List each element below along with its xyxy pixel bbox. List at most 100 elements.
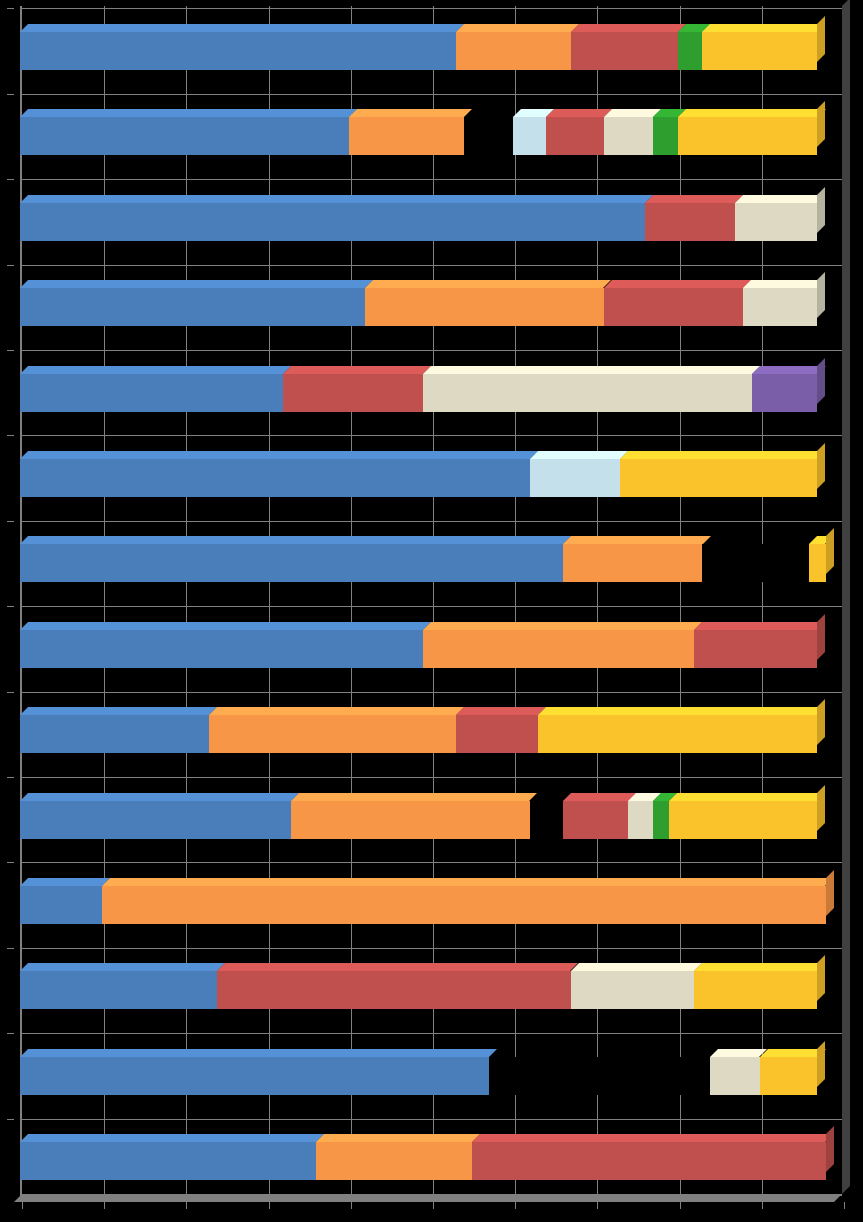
bar-segment-top — [349, 109, 472, 117]
gridline-vertical — [351, 6, 352, 1194]
bar-segment-top — [563, 793, 637, 801]
bar-segment — [423, 374, 752, 412]
bar-segment — [102, 886, 825, 924]
y-tick — [7, 521, 14, 522]
bar-segment-top — [456, 707, 546, 715]
bar-segment-top — [620, 451, 825, 459]
bar-segment — [464, 117, 513, 155]
gridline-vertical — [515, 6, 516, 1194]
bar-segment — [710, 1057, 759, 1095]
bar-segment-top — [20, 707, 217, 715]
bar-segment-top — [283, 366, 431, 374]
bar-row — [20, 886, 842, 924]
bar-segment — [513, 117, 546, 155]
bar-segment-top — [694, 622, 825, 630]
bar-end-cap — [817, 955, 825, 1001]
bar-segment — [20, 32, 456, 70]
bar-segment-top — [20, 1134, 324, 1142]
bar-segment — [694, 630, 817, 668]
bar-segment — [283, 374, 423, 412]
bar-row — [20, 630, 842, 668]
bar-segment — [604, 288, 744, 326]
gridline-horizontal — [22, 521, 842, 522]
bar-end-cap — [826, 870, 834, 916]
bar-segment-top — [20, 622, 431, 630]
gridline-vertical — [433, 6, 434, 1194]
bar-segment — [571, 32, 678, 70]
bar-segment-top — [20, 963, 225, 971]
bar-end-cap — [817, 101, 825, 147]
bar-end-cap — [817, 699, 825, 745]
x-tick — [351, 1202, 352, 1209]
bar-segment-top — [423, 366, 760, 374]
gridline-horizontal — [22, 179, 842, 180]
x-tick — [433, 1202, 434, 1209]
bar-segment — [20, 715, 209, 753]
bar-segment — [20, 374, 283, 412]
y-tick — [7, 777, 14, 778]
gridline-horizontal — [22, 777, 842, 778]
bar-segment — [20, 117, 349, 155]
x-tick — [104, 1202, 105, 1209]
gridline-horizontal — [22, 94, 842, 95]
bar-segment — [735, 203, 817, 241]
gridline-horizontal — [22, 692, 842, 693]
bar-segment — [546, 117, 604, 155]
bar-segment-top — [456, 24, 579, 32]
bar-end-cap — [817, 187, 825, 233]
bar-segment-top — [20, 366, 291, 374]
bar-row — [20, 544, 842, 582]
bar-segment — [752, 374, 818, 412]
bar-segment-top — [20, 280, 373, 288]
chart-grid — [20, 6, 842, 1196]
y-tick — [7, 179, 14, 180]
y-tick — [7, 265, 14, 266]
bar-segment — [530, 459, 620, 497]
bar-segment — [653, 117, 678, 155]
bar-segment-top — [423, 622, 702, 630]
bar-segment-top — [546, 109, 612, 117]
bar-segment-top — [694, 963, 825, 971]
x-tick — [515, 1202, 516, 1209]
y-tick — [7, 435, 14, 436]
bar-row — [20, 117, 842, 155]
bar-segment — [702, 32, 817, 70]
bar-segment — [316, 1142, 472, 1180]
bar-end-cap — [817, 358, 825, 404]
bar-segment-top — [678, 109, 826, 117]
bar-segment-top — [20, 793, 299, 801]
gridline-horizontal — [22, 8, 842, 9]
y-tick — [7, 862, 14, 863]
bar-segment — [365, 288, 603, 326]
bar-segment — [678, 117, 818, 155]
bar-segment — [563, 801, 629, 839]
bar-segment — [678, 32, 703, 70]
x-tick — [22, 1202, 23, 1209]
gridline-vertical — [269, 6, 270, 1194]
bar-row — [20, 1057, 842, 1095]
gridline-horizontal — [22, 862, 842, 863]
bar-segment — [743, 288, 817, 326]
bar-segment-top — [20, 109, 357, 117]
bar-segment-top — [20, 195, 653, 203]
bar-segment — [349, 117, 464, 155]
bar-segment-top — [669, 793, 825, 801]
bar-segment — [538, 715, 817, 753]
bar-segment-top — [20, 24, 464, 32]
bar-row — [20, 801, 842, 839]
y-tick — [7, 948, 14, 949]
x-tick — [680, 1202, 681, 1209]
bar-segment-top — [291, 793, 537, 801]
bar-end-cap — [817, 16, 825, 62]
gridline-horizontal — [22, 350, 842, 351]
bar-row — [20, 288, 842, 326]
plot-area — [12, 6, 842, 1204]
bar-segment-top — [760, 1049, 826, 1057]
bar-segment — [628, 801, 653, 839]
bar-end-cap — [826, 528, 834, 574]
bar-end-cap — [817, 1041, 825, 1087]
bar-segment — [291, 801, 529, 839]
bar-row — [20, 971, 842, 1009]
gridline-horizontal — [22, 948, 842, 949]
bar-segment-top — [472, 1134, 833, 1142]
